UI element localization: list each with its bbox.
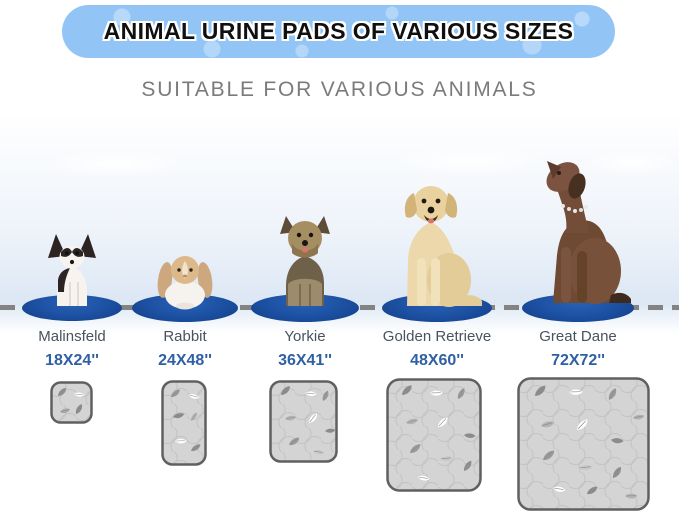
animal-name-label: Great Dane	[539, 328, 617, 345]
page-title: ANIMAL URINE PADS OF VARIOUS SIZES	[103, 18, 574, 44]
pad-size-label: 24X48''	[158, 352, 212, 369]
animal-name-label: Golden Retrieve	[382, 328, 492, 345]
animal-golden-retrieve-image	[404, 186, 482, 307]
subtitle: SUITABLE FOR VARIOUS ANIMALS	[141, 78, 538, 101]
pad-size-label: 48X60''	[410, 352, 464, 369]
animal-name-label: Rabbit	[163, 328, 207, 345]
cloud-shape	[40, 150, 190, 178]
animal-malinsfeld-image	[48, 234, 96, 306]
cloud-shape	[585, 150, 679, 176]
animal-name-label: Yorkie	[284, 328, 326, 345]
animal-name-label: Malinsfeld	[38, 328, 106, 345]
pad-swatch-36x41	[269, 380, 338, 463]
animal-great-dane-image	[546, 161, 631, 304]
pad-swatch-48x60	[386, 378, 482, 492]
title-banner: ANIMAL URINE PADS OF VARIOUS SIZES	[62, 5, 615, 58]
cloud-shape	[390, 146, 550, 176]
pad-swatch-18x24	[50, 381, 93, 424]
pad-swatch-24x48	[161, 380, 207, 466]
pad-size-label: 72X72''	[551, 352, 605, 369]
animal-rabbit-image	[157, 256, 213, 310]
pad-size-label: 18X24''	[45, 352, 99, 369]
pad-size-label: 36X41''	[278, 352, 332, 369]
pad-swatch-72x72	[517, 377, 650, 511]
animal-yorkie-image	[280, 216, 330, 306]
